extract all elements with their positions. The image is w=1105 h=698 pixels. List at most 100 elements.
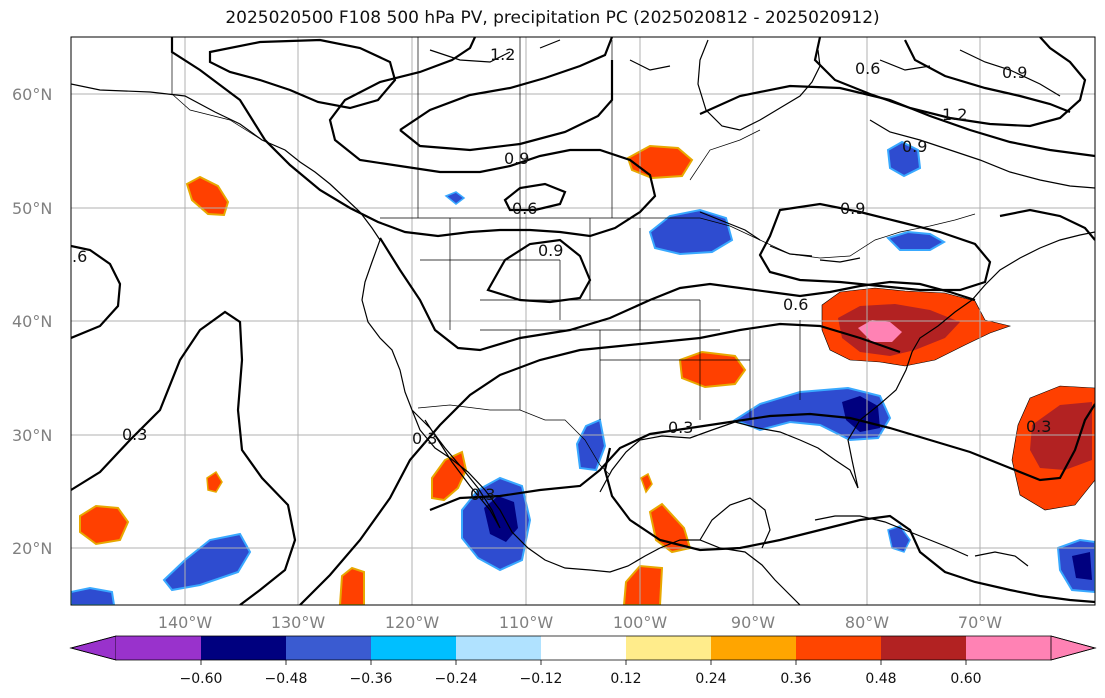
chart-title: 2025020500 F108 500 hPa PV, precipitatio… — [225, 8, 880, 28]
pv-contour-0.3-pacific — [71, 244, 122, 340]
lat-label-40n: 40°N — [12, 312, 52, 331]
colorbar-outline — [69, 635, 1097, 661]
precip-anomaly-quebec — [886, 140, 922, 178]
pv-contours — [71, 37, 1095, 605]
precip-anomaly-small-2 — [640, 472, 653, 494]
colorbar-tick-label: −0.24 — [435, 671, 478, 687]
pv-label: 0.9 — [840, 199, 865, 218]
precip-anomaly-atlantic-core — [1030, 402, 1092, 470]
pv-label: 0.3 — [412, 429, 437, 448]
longitude-labels: 140°W 130°W 120°W 110°W 100°W 90°W 80°W … — [158, 613, 1002, 632]
pv-contour-labels: 1.2 0.9 0.9 0.9 0.9 1.2 0.9 0.6 0.6 0.6 … — [72, 45, 1051, 504]
colorbar-bin-5 — [456, 636, 541, 660]
colorbar-bin-10 — [881, 636, 966, 660]
precip-anomaly-small-blue — [444, 191, 466, 205]
lon-label-90w: 90°W — [731, 613, 775, 632]
coastline-yucatan — [699, 497, 771, 549]
border-us-mexico — [417, 404, 611, 476]
coastline-hispaniola — [974, 551, 1029, 567]
lon-label-70w: 70°W — [958, 613, 1002, 632]
colorbar-tick-label: −0.48 — [265, 671, 308, 687]
border-states-1 — [420, 218, 801, 420]
lon-label-130w: 130°W — [271, 613, 326, 632]
pv-contour-0.3-hawaii — [71, 310, 297, 605]
precip-anomaly-pacific-sw — [71, 586, 116, 605]
lon-label-110w: 110°W — [499, 613, 554, 632]
pv-contour-0.3-caribbean — [603, 447, 1095, 604]
pv-label: 1.2 — [490, 45, 515, 64]
border-canada-provinces — [417, 37, 761, 218]
coastline-hudson-bay — [697, 39, 821, 131]
colorbar-tick-label: 0.24 — [695, 671, 726, 687]
precip-anomaly-south-2 — [338, 566, 365, 605]
latitude-labels: 60°N 50°N 40°N 30°N 20°N — [12, 85, 52, 558]
precip-shading-positive — [79, 144, 1095, 605]
lon-label-80w: 80°W — [845, 613, 889, 632]
pv-label: 1.2 — [942, 105, 967, 124]
border-us-canada — [380, 213, 976, 259]
pv-contour-0.6-small — [503, 182, 567, 212]
pv-contour-0.6-main — [379, 237, 976, 352]
colorbar-tick-labels: −0.60 −0.48 −0.36 −0.24 −0.12 0.12 0.24 … — [180, 671, 982, 687]
pv-label: 0.6 — [855, 59, 880, 78]
pv-contour-1.2-alaska — [208, 38, 397, 110]
precip-anomaly-ontario — [886, 230, 947, 251]
precip-anomaly-caribbean-core — [1072, 552, 1092, 580]
border-alaska-canada — [171, 37, 263, 141]
precip-anomaly-tx — [678, 350, 747, 389]
pv-contour-0.9-east — [758, 202, 992, 292]
pv-contour-0.3-gulf — [429, 403, 1095, 512]
coastline-arctic-islands — [429, 39, 1061, 97]
pv-label: 0.9 — [1002, 63, 1027, 82]
pv-contour-0.9-east2 — [699, 84, 1095, 158]
colorbar-tick-label: −0.12 — [520, 671, 563, 687]
coastline-labrador — [869, 119, 1095, 189]
map-frame — [70, 36, 1096, 606]
pv-label: 0.9 — [504, 149, 529, 168]
colorbar-tick-label: −0.60 — [180, 671, 223, 687]
lon-label-100w: 100°W — [613, 613, 668, 632]
graticule — [71, 37, 1095, 605]
precip-anomaly-small-1 — [206, 470, 223, 493]
political-borders — [171, 37, 976, 476]
lon-label-120w: 120°W — [385, 613, 440, 632]
colorbar-tick-label: 0.60 — [950, 671, 981, 687]
lat-label-30n: 30°N — [12, 426, 52, 445]
pv-label: 0.3 — [668, 418, 693, 437]
colorbar-bin-1 — [116, 636, 201, 660]
pv-label: 0.3 — [1026, 417, 1051, 436]
pv-contour-1.2-east — [904, 39, 1071, 114]
colorbar-tick-label: −0.36 — [350, 671, 393, 687]
pv-label: 0.3 — [470, 485, 495, 504]
pv-contour-0.6-ne — [999, 208, 1095, 241]
colorbar-tick-label: 0.12 — [610, 671, 641, 687]
colorbar-bin-3 — [286, 636, 371, 660]
precip-anomaly-south-1 — [622, 564, 664, 605]
colorbar-bin-2 — [201, 636, 286, 660]
pv-contour-0.9-plains — [486, 238, 592, 304]
colorbar-bin-9 — [796, 636, 881, 660]
colorbar-ticks — [200, 660, 967, 665]
pv-contour-0.9-hudson — [813, 37, 1087, 128]
pv-label: 0.6 — [512, 199, 537, 218]
lat-label-20n: 20°N — [12, 539, 52, 558]
colorbar-bin-7 — [626, 636, 711, 660]
precip-anomaly-texas-coast — [575, 418, 607, 472]
precip-anomaly-hawaii — [79, 504, 130, 546]
colorbar-bin-11 — [966, 636, 1051, 660]
colorbar-tick-label: 0.48 — [865, 671, 896, 687]
coastline-cuba — [814, 515, 969, 557]
lat-label-50n: 50°N — [12, 199, 52, 218]
pv-label: 0.9 — [538, 241, 563, 260]
colorbar-tick-label: 0.36 — [780, 671, 811, 687]
colorbar-extend-min — [69, 635, 117, 661]
precip-anomaly-baja-core — [484, 496, 518, 542]
pv-contour-0.9-alaska — [170, 37, 657, 238]
precip-anomaly-east-coast-max — [858, 320, 902, 342]
pv-label: .6 — [72, 247, 87, 266]
lat-label-60n: 60°N — [12, 85, 52, 104]
pv-contour-0.3-mexico — [299, 322, 901, 605]
pv-label: 0.9 — [902, 137, 927, 156]
